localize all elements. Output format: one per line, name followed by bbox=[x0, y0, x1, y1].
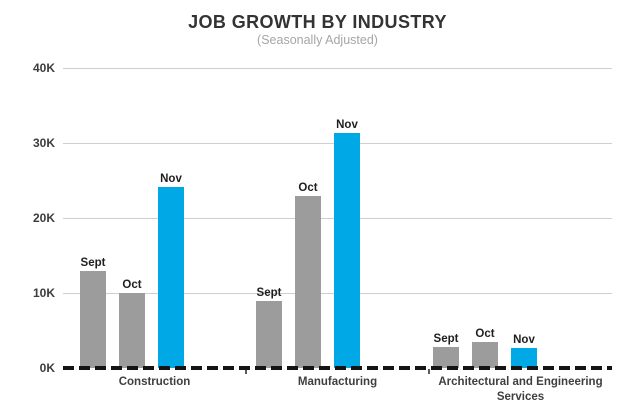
bar-wrap-sept-2: Sept bbox=[433, 333, 459, 368]
x-axis-tick-0 bbox=[245, 369, 247, 374]
bar-label-sept-0: Sept bbox=[80, 256, 106, 269]
bar-nov-2 bbox=[511, 347, 537, 368]
bar-wrap-oct-2: Oct bbox=[472, 328, 498, 368]
y-axis-label-20K: 20K bbox=[32, 211, 55, 225]
bar-sept-0 bbox=[80, 270, 106, 368]
category-label-0: Construction bbox=[118, 376, 191, 388]
bar-wrap-nov-0: Nov bbox=[158, 173, 184, 368]
bar-wrap-nov-1: Nov bbox=[334, 119, 360, 368]
bar-label-nov-0: Nov bbox=[160, 173, 182, 186]
x-axis-tick-1 bbox=[428, 369, 430, 374]
y-axis-label-0K: 0K bbox=[39, 361, 55, 375]
bar-label-nov-2: Nov bbox=[513, 333, 535, 346]
bar-group-0: Sept Oct Nov bbox=[80, 68, 184, 368]
bar-oct-2 bbox=[472, 341, 498, 368]
bar-wrap-sept-1: Sept bbox=[256, 287, 282, 368]
bar-label-sept-2: Sept bbox=[433, 333, 459, 345]
y-axis-label-10K: 10K bbox=[32, 286, 55, 300]
bar-nov-1 bbox=[334, 133, 360, 368]
bar-group-1: Sept Oct Nov bbox=[256, 68, 360, 368]
y-axis-label-40K: 40K bbox=[32, 61, 55, 75]
bar-sept-2 bbox=[433, 347, 459, 368]
plot-area: 0K 10K 20K 30K 40K Sept Oct Nov Construction Sept… bbox=[33, 61, 612, 403]
bar-nov-0 bbox=[158, 187, 184, 368]
bar-wrap-nov-2: Nov bbox=[511, 334, 537, 368]
category-label-2: Architectural and Engineering Services bbox=[438, 376, 603, 403]
gridline-40K bbox=[63, 68, 612, 69]
bar-wrap-oct-1: Oct bbox=[295, 182, 321, 368]
bar-wrap-sept-0: Sept bbox=[80, 257, 106, 368]
category-label-1: Manufacturing bbox=[297, 376, 378, 388]
chart-title: JOB GROWTH BY INDUSTRY bbox=[188, 12, 447, 32]
zero-axis-dashed-line bbox=[63, 366, 612, 370]
bar-label-sept-1: Sept bbox=[256, 286, 282, 299]
bar-oct-0 bbox=[119, 293, 145, 368]
bar-oct-1 bbox=[295, 195, 321, 368]
bar-label-oct-1: Oct bbox=[298, 181, 318, 194]
bar-label-oct-0: Oct bbox=[122, 279, 142, 291]
chart-subtitle: (Seasonally Adjusted) bbox=[257, 33, 378, 47]
bar-sept-1 bbox=[256, 300, 282, 368]
bar-label-oct-2: Oct bbox=[475, 327, 495, 340]
bar-label-nov-1: Nov bbox=[336, 119, 358, 132]
y-axis-label-30K: 30K bbox=[32, 136, 55, 150]
bar-group-2: Sept Oct Nov bbox=[433, 68, 537, 368]
bar-wrap-oct-0: Oct bbox=[119, 279, 145, 368]
